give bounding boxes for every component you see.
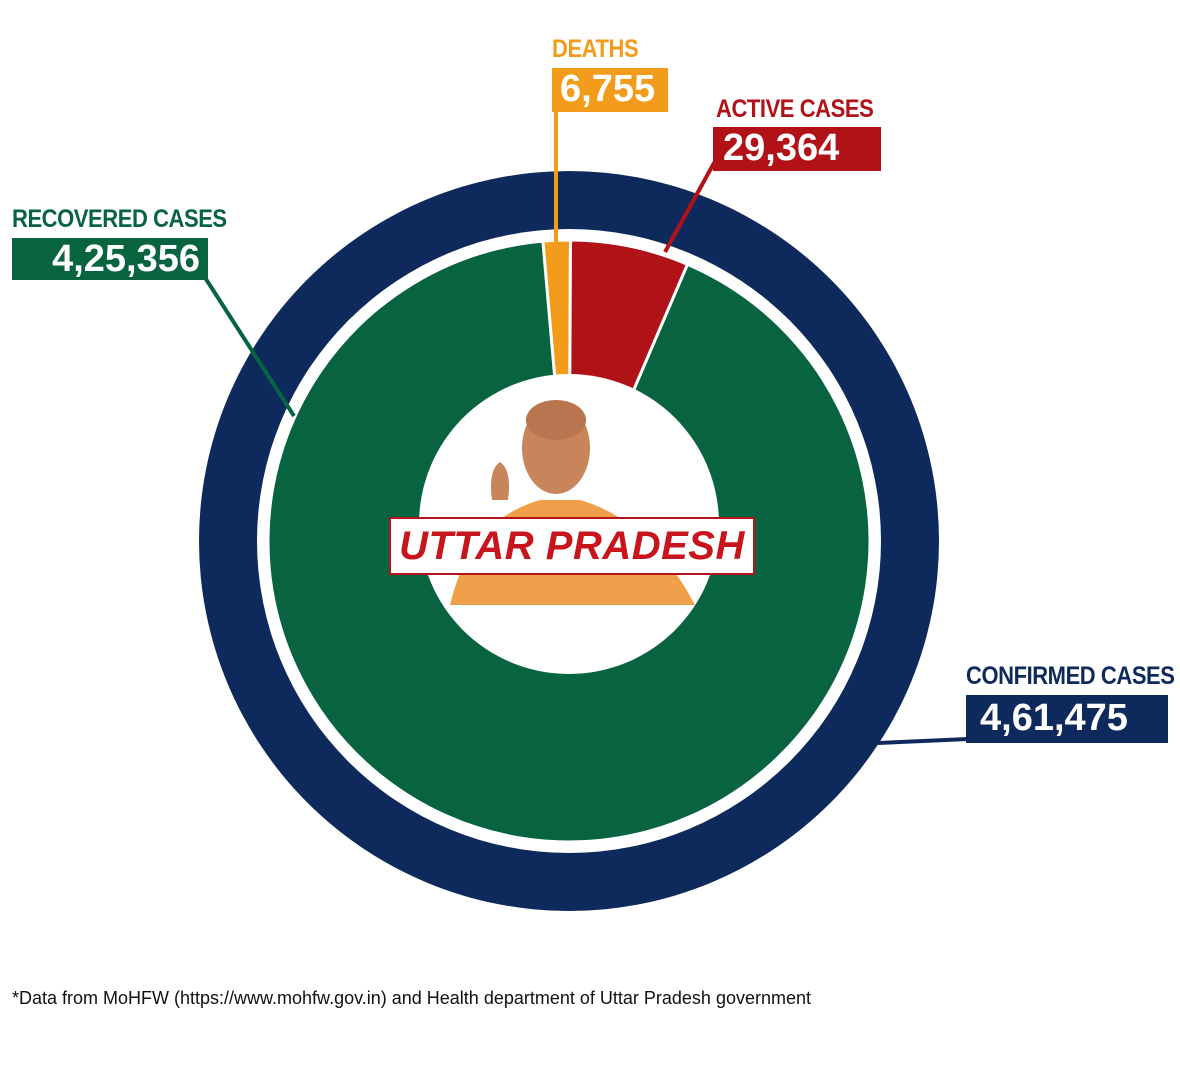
- recovered-leader: [202, 274, 296, 418]
- footnote: *Data from MoHFW (https://www.mohfw.gov.…: [12, 988, 811, 1008]
- deaths-value: 6,755: [552, 68, 668, 112]
- recovered-value: 4,25,356: [12, 238, 208, 280]
- center-title: UTTAR PRADESH: [399, 523, 745, 568]
- active-label: ACTIVE CASES: [716, 95, 874, 123]
- active-value: 29,364: [713, 127, 881, 171]
- deaths-label: DEATHS: [552, 35, 639, 63]
- center-title-box: UTTAR PRADESH: [389, 517, 755, 575]
- recovered-label: RECOVERED CASES: [12, 205, 227, 233]
- confirmed-leader: [877, 737, 969, 745]
- confirmed-label: CONFIRMED CASES: [966, 662, 1175, 690]
- confirmed-value: 4,61,475: [966, 695, 1168, 743]
